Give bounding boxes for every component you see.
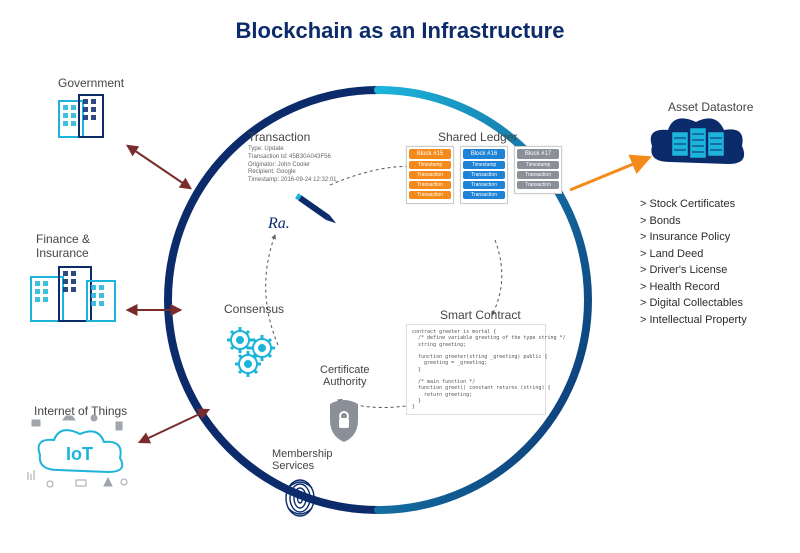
asset-datastore-icon [651, 118, 744, 164]
ledger-block: Block #15 Timestamp Transaction Transaction… [406, 146, 454, 204]
ledger-block-row: Transaction [463, 171, 505, 179]
transaction-label: Transaction [248, 130, 310, 144]
iot-label: Internet of Things [34, 404, 127, 418]
ledger-block-row: Transaction [517, 171, 559, 179]
membership-label: Membership Services [272, 448, 333, 472]
transaction-meta: Type: UpdateTransaction Id: 45B30A043F56… [248, 146, 337, 185]
asset-list-item: Intellectual Property [640, 312, 747, 329]
smart-contract-label: Smart Contract [440, 308, 521, 322]
cert-authority-label: Certificate Authority [320, 364, 370, 388]
iot-text: IoT [66, 444, 93, 464]
asset-list-item: Insurance Policy [640, 229, 747, 246]
ledger-block-row: Transaction [463, 191, 505, 199]
asset-list-item: Health Record [640, 279, 747, 296]
ledger-block-row: Timestamp [517, 161, 559, 169]
transaction-meta-line: Originator: John Cooler [248, 162, 337, 170]
transaction-meta-line: Transaction Id: 45B30A043F56 [248, 154, 337, 162]
finance-label: Finance & Insurance [36, 232, 126, 260]
ledger-block-row: Transaction [409, 191, 451, 199]
consensus-label: Consensus [224, 302, 284, 316]
ledger-block-title: Block #17 [517, 149, 559, 159]
shared-ledger-label: Shared Ledger [438, 130, 517, 144]
government-label: Government [58, 76, 124, 90]
ledger-block-row: Transaction [463, 181, 505, 189]
asset-list-item: Stock Certificates [640, 196, 747, 213]
ledger-block: Block #17 Timestamp Transaction Transaction [514, 146, 562, 194]
ledger-block-row: Timestamp [463, 161, 505, 169]
ledger-block: Block #16 Timestamp Transaction Transaction… [460, 146, 508, 204]
asset-list-item: Driver's License [640, 262, 747, 279]
asset-list-item: Digital Collectables [640, 295, 747, 312]
ledger-block-title: Block #16 [463, 149, 505, 159]
asset-datastore-label: Asset Datastore [668, 100, 753, 114]
pen-icon [295, 193, 338, 225]
smart-contract-code: contract greeter is mortal { /* define v… [406, 324, 546, 415]
transaction-meta-line: Recipient: Google [248, 169, 337, 177]
shield-icon [330, 400, 358, 442]
ledger-block-row: Timestamp [409, 161, 451, 169]
asset-list-item: Bonds [640, 213, 747, 230]
transaction-meta-line: Type: Update [248, 146, 337, 154]
ledger-block-title: Block #15 [409, 149, 451, 159]
ledger-block-row: Transaction [409, 181, 451, 189]
ledger-block-row: Transaction [517, 181, 559, 189]
asset-list: Stock CertificatesBondsInsurance PolicyL… [640, 196, 747, 328]
asset-list-item: Land Deed [640, 246, 747, 263]
transaction-meta-line: Timestamp: 2016-09-24 12:32:01 [248, 177, 337, 185]
ledger-block-row: Transaction [409, 171, 451, 179]
asset-arrow [570, 158, 648, 190]
signature: Ra. [267, 215, 290, 232]
consensus-gears-icon [227, 327, 275, 377]
